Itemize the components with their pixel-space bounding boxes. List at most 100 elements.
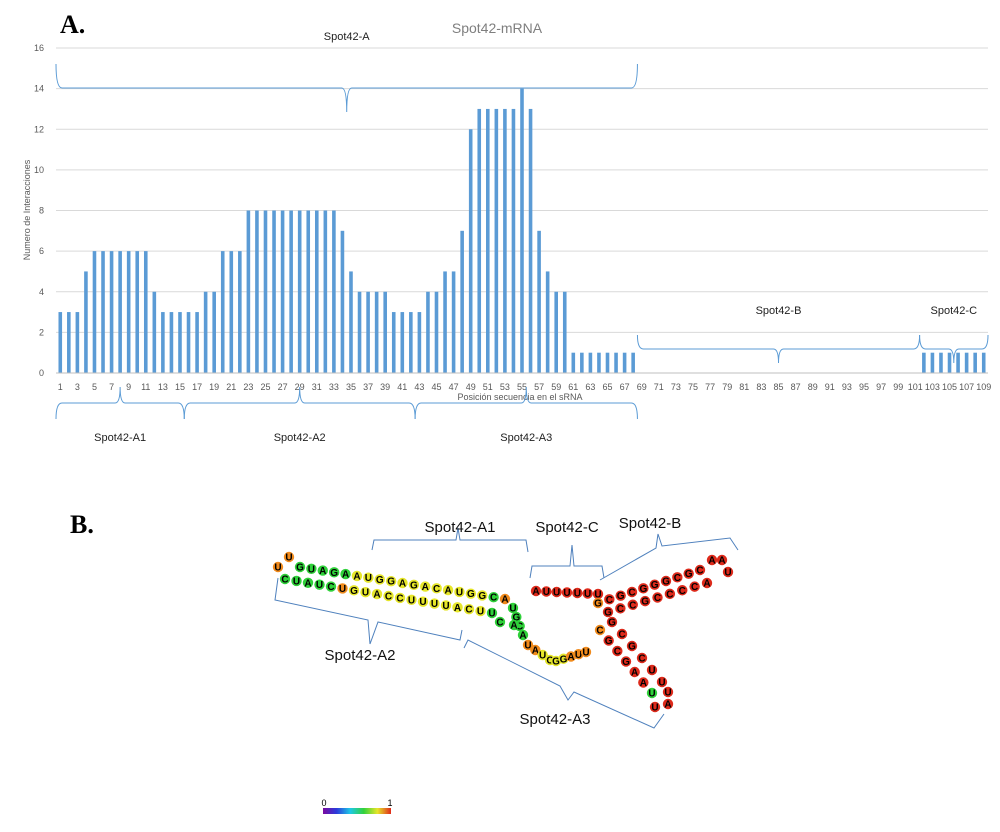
nucleotide [371,588,383,600]
x-tick-label: 51 [483,382,493,392]
y-tick-label: 2 [39,327,44,337]
bar [451,271,456,373]
bar [588,352,593,373]
bar [597,352,601,373]
x-tick-label: 83 [756,382,766,392]
struct-label-a2: Spot42-A2 [325,647,396,664]
nucleotide [511,611,522,623]
nucleotide [294,561,306,573]
y-tick-label: 8 [39,206,44,216]
nucleotide-letter: U [543,587,550,598]
nucleotide [417,596,429,607]
bar [571,352,576,373]
nucleotide [662,698,674,710]
nucleotide [672,572,683,583]
region-label: Spot42-B [756,305,802,317]
struct-label-a1: Spot42-A1 [425,519,496,536]
bar [297,210,302,373]
nucleotide [582,588,593,599]
nucleotide [374,574,385,585]
nucleotide-letter: A [640,678,647,689]
nucleotide-letter: C [433,584,440,595]
nucleotide [604,594,615,605]
x-tick-label: 35 [346,382,356,392]
nucleotide [360,587,371,598]
nucleotide-letter: U [477,607,484,618]
bar [947,352,952,373]
nucleotide-letter: U [293,576,300,587]
nucleotide-letter: U [408,595,415,606]
nucleotide [517,629,529,641]
y-tick-label: 16 [34,43,44,53]
nucleotide-letter: A [532,587,539,598]
nucleotide-letter: C [465,605,472,616]
bar [332,210,336,373]
bar [357,291,362,373]
nucleotide-letter: U [362,588,369,599]
bar [460,230,464,373]
nucleotide [649,701,661,713]
bar [400,312,405,373]
nucleotide-letter: C [696,566,703,577]
x-tick-label: 31 [312,382,322,392]
x-tick-label: 3 [75,382,80,392]
nucleotide-letter: G [628,642,636,653]
nucleotide [452,602,463,613]
nucleotide [662,686,674,698]
region-label: Spot42-A3 [500,432,552,444]
bar [126,251,131,373]
nucleotide [328,567,340,578]
bar [118,251,122,373]
x-tick-label: 73 [671,382,681,392]
bar [169,312,174,373]
bar [494,108,499,373]
x-tick-label: 61 [568,382,578,392]
nucleotide-letter: A [444,586,451,597]
nucleotide-letter: C [666,589,673,600]
nucleotide [314,579,325,590]
bar [503,108,507,373]
nucleotide [701,577,713,589]
region-annotations: Spot42-A Spot42-B Spot42-C Spot42-A1 Spot42-… [55,31,989,444]
bar [152,291,157,373]
nucleotide-letter: C [614,647,621,658]
nucleotide-letter: U [456,587,463,598]
bar [366,291,370,373]
nucleotide [454,586,465,598]
y-tick-label: 6 [39,246,44,256]
nucleotide [507,602,519,614]
nucleotide [420,581,431,592]
nucleotide-letter: C [606,595,613,606]
bar [545,271,550,373]
nucleotide-letter: U [442,601,449,612]
color-scale-max: 1 [387,798,392,808]
bar [956,352,960,373]
bar [186,312,191,373]
nucleotide [638,583,649,594]
bar [486,108,490,373]
nucleotide [639,595,651,607]
nucleotide-letter: G [622,657,630,668]
region-label: Spot42-A [324,31,371,43]
x-tick-label: 85 [774,382,784,392]
nucleotide [394,592,406,604]
nucleotide-letter: A [519,631,526,642]
nucleotide [508,619,520,631]
struct-label-c: Spot42-C [535,519,599,536]
bar [443,271,447,373]
bar [981,352,986,373]
nucleotide-letter: U [648,689,655,700]
bar [631,352,635,373]
nucleotide-letter: G [604,608,612,619]
x-axis-ticks: 1 3 5 7 9 11 13 15 17 19 21 23 25 27 29 31 33 35 37 39 41 43 4… [58,382,991,392]
nucleotide-letter: U [553,588,560,599]
nucleotide [530,585,542,597]
nucleotide-letter: C [679,586,686,597]
x-tick-label: 57 [534,382,544,392]
bar [477,108,482,373]
bar [246,210,251,373]
nucleotide [408,579,420,590]
bar [528,108,533,373]
nucleotide-letter: U [658,678,665,689]
bar [580,352,584,373]
